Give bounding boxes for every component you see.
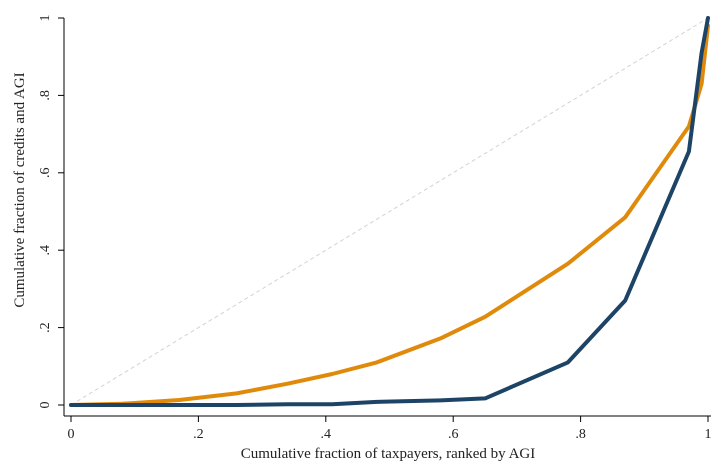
series-layer xyxy=(69,16,710,407)
y-tick-label: .2 xyxy=(38,322,53,333)
x-tick-label: .2 xyxy=(193,427,204,442)
x-tick-label: .8 xyxy=(575,427,586,442)
x-axis-title: Cumulative fraction of taxpayers, ranked… xyxy=(241,446,536,462)
equality-reference-line xyxy=(70,17,709,406)
x-axis-ticks: 0 .2 .4 .6 .8 1 xyxy=(68,416,712,442)
x-tick-label: 0 xyxy=(68,427,75,442)
x-tick-label: .4 xyxy=(321,427,332,442)
y-tick-label: 1 xyxy=(38,15,53,22)
y-tick-label: .6 xyxy=(38,168,53,179)
x-tick-label: .6 xyxy=(448,427,459,442)
y-tick-label: .8 xyxy=(38,90,53,101)
y-axis-ticks: 0 .2 .4 .6 .8 1 xyxy=(38,15,64,409)
y-axis-title: Cumulative fraction of credits and AGI xyxy=(12,72,28,307)
y-tick-label: .4 xyxy=(38,245,53,256)
series-line-2 xyxy=(69,16,710,407)
series-line-1 xyxy=(69,23,710,407)
x-tick-label: 1 xyxy=(705,427,712,442)
y-tick-label: 0 xyxy=(38,402,53,409)
